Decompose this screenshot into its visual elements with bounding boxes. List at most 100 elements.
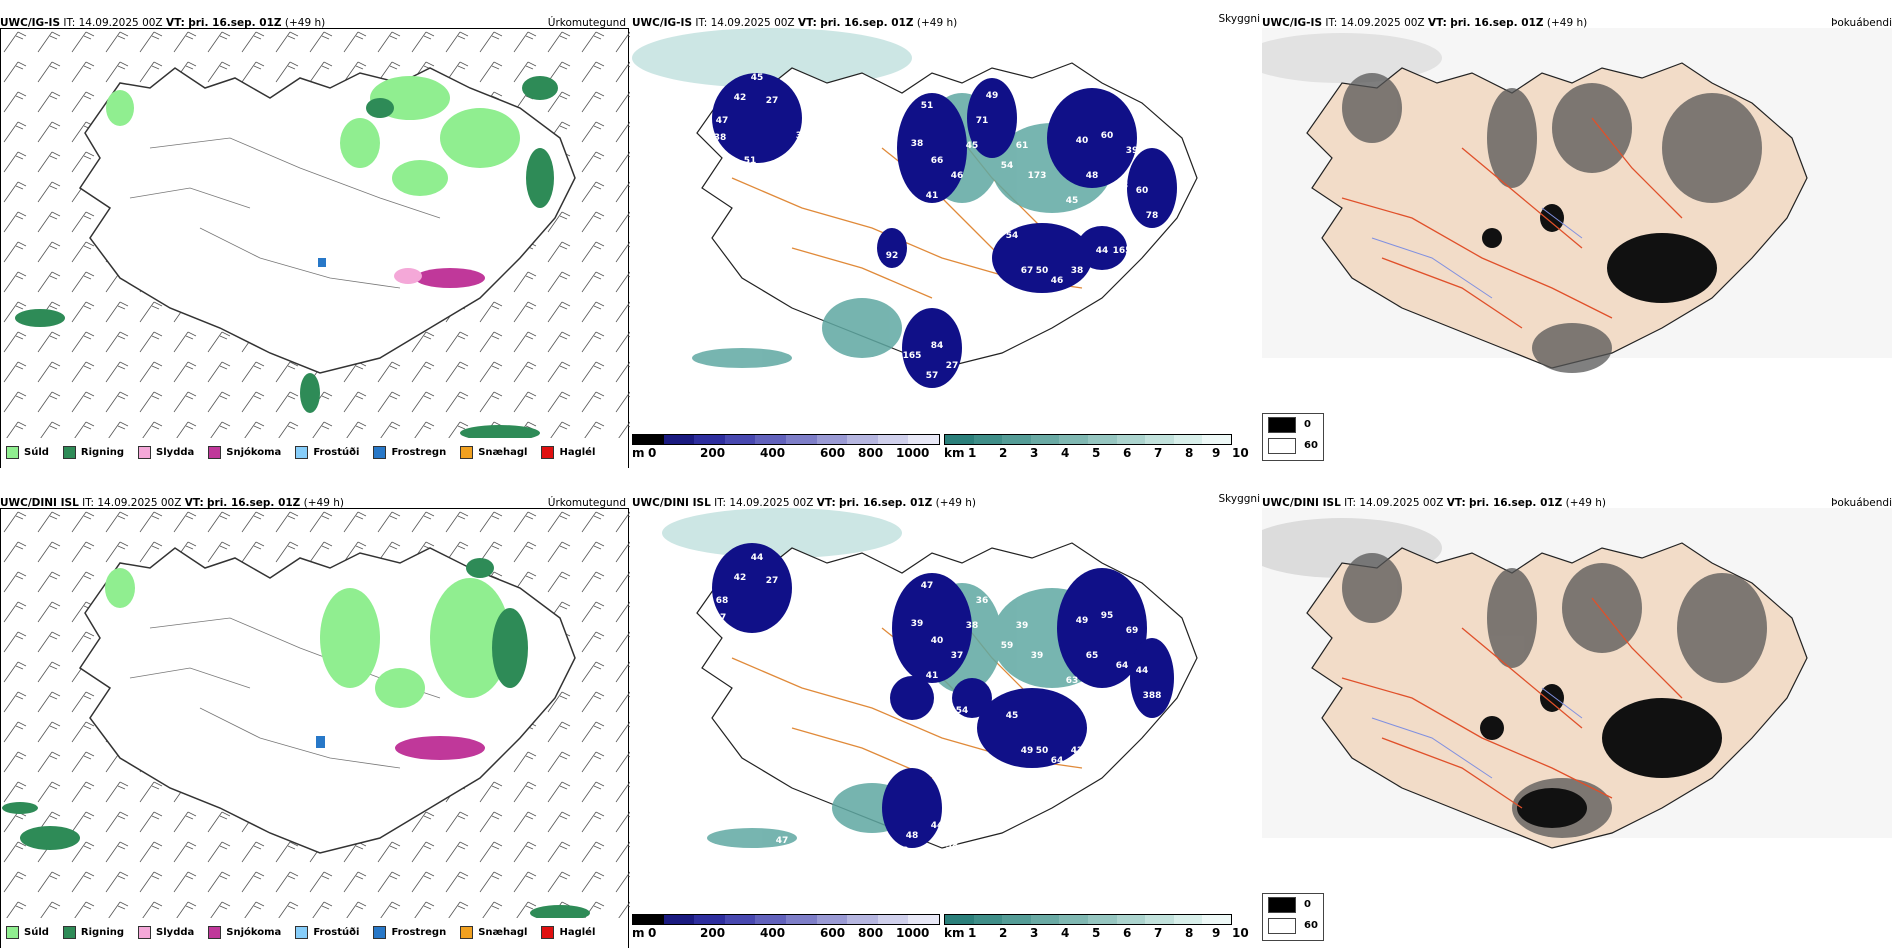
legend-item: Snjókoma [208,446,281,459]
ceiling-value-label: 50 [1036,266,1049,276]
colorbar-segment [973,915,1003,924]
precip-panel-bottom: UWC/DINI ISL IT: 14.09.2025 00Z VT: þri.… [0,493,630,948]
ceiling-value-label: 58 [1106,696,1119,706]
ceiling-value-label: 60 [1101,131,1114,141]
fog-legend-swatch [1268,416,1296,433]
colorbar-segment [1030,435,1060,444]
tick-label: 3 [1030,926,1039,940]
ceiling-value-label: 27 [766,96,779,106]
ceiling-value-label: 43 [771,646,784,656]
ceiling-value-label: 173 [1028,171,1047,181]
ceiling-value-label: 54 [926,851,939,861]
ceiling-value-label: 64 [1116,726,1129,736]
tick-label: 1000 [896,926,930,940]
ceiling-value-label: 67 [1021,266,1034,276]
ceiling-value-label: 48 [906,831,919,841]
ceiling-value-label: 66 [931,156,944,166]
legend-item: Snæhagl [460,926,527,939]
colorbar-segment [1145,915,1174,924]
ceiling-value-label: 36 [976,596,989,606]
ceiling-value-label: 64 [1051,756,1064,766]
fog-map [1262,28,1892,373]
tick-label: 400 [760,926,786,940]
tick-label: 600 [820,926,846,940]
colorbar-segment [1002,435,1031,444]
ceiling-value-label: 41 [986,571,999,581]
fog-legend-item: 0 [1263,414,1323,435]
ceiling-value-label: 42 [734,93,747,103]
ceiling-value-label: 43 [1116,181,1129,191]
ceiling-value-label: 47 [716,116,729,126]
ceiling-value-label: 42 [1071,746,1084,756]
colorbar-segment [724,915,756,924]
visibility-colorbar-bottom [944,914,1232,925]
visibility-colorbar-top [944,434,1232,445]
fog-panel-bottom: UWC/DINI ISL IT: 14.09.2025 00Z VT: þri.… [1262,493,1892,948]
ceiling-value-label: 53 [926,256,939,266]
ceiling-value-label: 98 [896,846,909,856]
colorbar-segment [1202,915,1231,924]
colorbar-segment [847,435,878,444]
ceiling-value-label: 92 [944,831,957,841]
colorbar-segment [816,435,848,444]
precip-map [0,28,630,438]
ceiling-value-label: 54 [1001,161,1014,171]
colorbar-unit: m [632,446,645,460]
legend-swatch [208,446,222,459]
ceiling-value-label: 45 [751,73,764,83]
ceiling-value-label: 165 [903,351,922,361]
ceiling-value-label: 38 [1071,266,1084,276]
tick-label: 6 [1123,446,1132,460]
legend-swatch [138,926,152,939]
colorbar-segment [877,435,909,444]
tick-label: 4 [1061,926,1070,940]
ceiling-value-label: 183 [1093,726,1112,736]
ceiling-colorbar-bottom [632,914,940,925]
ceiling-value-label: 49 [1021,746,1034,756]
cloud-panel-bottom: UWC/DINI ISL IT: 14.09.2025 00Z VT: þri.… [632,493,1262,948]
panel-header: UWC/IG-IS IT: 14.09.2025 00Z VT: þri. 16… [632,17,958,29]
ceiling-value-label: 49 [986,91,999,101]
tick-label: 6 [1123,926,1132,940]
ceiling-value-label: 63 [926,236,939,246]
panel-title: Þokuábendi [1831,17,1892,29]
ceiling-value-label: 51 [921,101,934,111]
ceiling-value-label: 68 [716,596,729,606]
fog-legend-swatch [1268,917,1296,934]
tick-label: 0 [648,446,657,460]
ceiling-value-label: 46 [1051,276,1064,286]
fog-legend-item: 60 [1263,915,1323,936]
ceiling-value-label: 38 [946,841,959,851]
tick-label: 2 [999,926,1008,940]
ceiling-value-label: 38 [911,139,924,149]
ceiling-value-label: 92 [911,861,924,871]
ceiling-value-label: 64 [781,191,794,201]
ceiling-value-label: 33 [886,106,899,116]
ceiling-value-label: 138 [823,751,842,761]
ceiling-value-label: 48 [1086,171,1099,181]
legend-item: Slydda [138,926,194,939]
colorbar-segment [877,915,909,924]
tick-label: 4 [1061,446,1070,460]
legend-swatch [6,926,19,939]
legend-item: Snæhagl [460,446,527,459]
ceiling-value-label: 44 [751,553,764,563]
cloud-panel-top: UWC/IG-IS IT: 14.09.2025 00Z VT: þri. 16… [632,13,1262,468]
ceiling-value-label: 57 [926,371,939,381]
ceiling-value-label: 37 [951,651,964,661]
ceiling-value-label: 42 [971,751,984,761]
colorbar-segment [1202,435,1231,444]
legend-swatch [208,926,222,939]
fog-legend-bottom: 0 60 [1262,893,1324,941]
colorbar-segment [785,435,817,444]
ceiling-value-label: 39 [1031,651,1044,661]
ceiling-value-label: 39 [1016,621,1029,631]
tick-label: 5 [1092,446,1101,460]
panel-title: Skyggni [1218,13,1261,25]
panel-header: UWC/DINI ISL IT: 14.09.2025 00Z VT: þri.… [1262,497,1606,509]
ceiling-value-label: 38 [966,621,979,631]
legend-item: Frostregn [373,926,446,939]
colorbar-segment [1145,435,1174,444]
legend-swatch [541,926,555,939]
